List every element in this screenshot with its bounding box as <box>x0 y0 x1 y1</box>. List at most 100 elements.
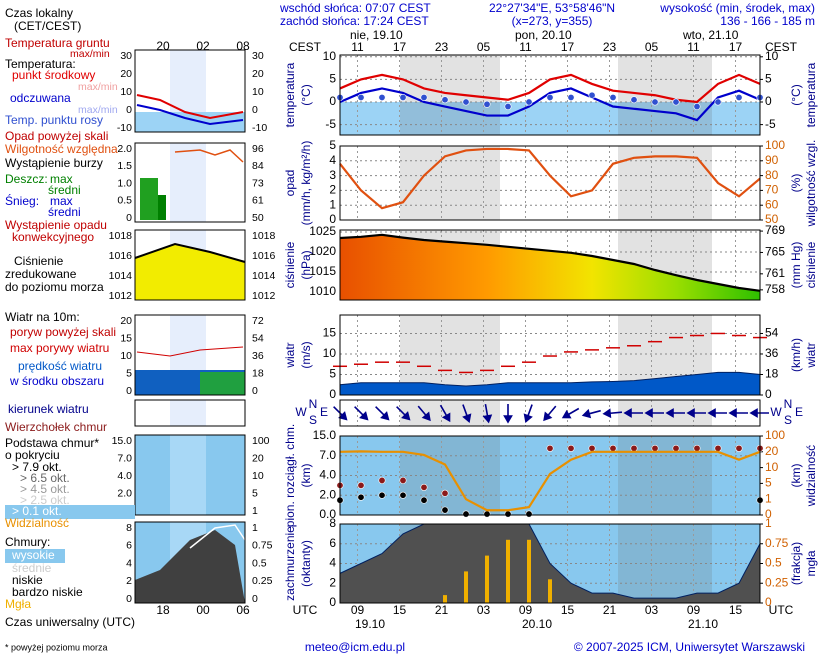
legend-text: zredukowane <box>5 267 77 281</box>
wind-arrow <box>482 403 493 424</box>
panel-frame <box>339 523 761 604</box>
email[interactable]: meteo@icm.edu.pl <box>305 640 405 654</box>
mini-tick-label: -10 <box>117 122 132 134</box>
mini-tick-label: 1016 <box>252 250 276 262</box>
mini-rain <box>158 195 166 220</box>
mini-tick-label: 15.0 <box>112 435 133 447</box>
legend-text: Opad powyżej skali <box>5 129 108 143</box>
compass: E <box>795 405 803 419</box>
series-dot <box>651 98 659 106</box>
mini-tick-label: 0 <box>252 385 258 397</box>
legend-text: Czas uniwersalny (UTC) <box>5 615 135 629</box>
y2-tick-label: 20 <box>765 444 779 458</box>
y2-tick-label: 60 <box>765 197 779 211</box>
x-tick-label-local: 05 <box>477 40 491 54</box>
mini-rain <box>140 178 158 220</box>
wind-arrow <box>439 404 451 423</box>
compass: W <box>770 405 782 419</box>
local-label: CEST <box>289 40 322 54</box>
x-tick-label-local: 11 <box>351 40 364 54</box>
mini-cloud-high <box>189 524 246 549</box>
mini-tick-label: 1.5 <box>117 160 132 172</box>
legend-text: o pokryciu <box>5 448 60 462</box>
compass: N <box>309 397 318 411</box>
series-dot <box>378 491 386 499</box>
y-axis-label: (°C) <box>299 84 313 105</box>
mini-feel-line <box>136 104 244 126</box>
legend-series: odczuwana <box>10 91 71 105</box>
wind-arrow <box>417 405 431 422</box>
y2-tick-label: 765 <box>765 245 785 259</box>
y2-tick-label: 0.5 <box>765 556 782 570</box>
y-axis-label: (km) <box>299 464 313 488</box>
y2-tick-label: 10 <box>765 49 779 63</box>
wind-arrow <box>623 408 643 418</box>
y2-tick-label: 0 <box>765 595 772 609</box>
series-dot <box>609 444 617 452</box>
series-dot <box>525 510 533 518</box>
mini-tick-label: 8 <box>126 522 132 534</box>
legend-text: > 0.1 okt. <box>12 504 62 518</box>
x-tick-label-local: 11 <box>519 40 532 54</box>
y-tick-label: 10 <box>323 346 337 360</box>
series-dot <box>609 93 617 101</box>
x-tick-label-utc: 09 <box>351 603 365 617</box>
mini-tick-label: 7.0 <box>117 452 132 464</box>
y2-tick-label: 758 <box>765 282 785 296</box>
series-dot <box>357 481 365 489</box>
y-tick-label: 2.0 <box>319 487 336 501</box>
y2-tick-label: 36 <box>765 346 779 360</box>
legend-text: max/min <box>78 104 118 116</box>
y2-axis-label: (frakcja) <box>789 542 803 585</box>
mini-tick-label: 10 <box>120 350 132 362</box>
legend-series: > 7.9 okt. <box>12 460 62 474</box>
series-area <box>339 523 761 604</box>
wind-arrow <box>728 408 748 418</box>
y2-tick-label: 0 <box>765 387 772 401</box>
local-label: CEST <box>765 40 798 54</box>
series-line <box>339 147 761 210</box>
y-tick-label: 0 <box>329 595 336 609</box>
mini-tick-label: 1012 <box>109 290 133 302</box>
x-tick-label-utc: 15 <box>729 603 743 617</box>
x-tick-label-local: 17 <box>393 40 407 54</box>
wind-arrow <box>561 407 580 419</box>
series-dot <box>441 506 449 514</box>
y-tick-label: 15.0 <box>313 428 337 442</box>
x-tick-label-local: 17 <box>729 40 743 54</box>
series-dot <box>483 510 491 518</box>
legend-text: > 2.5 okt. <box>20 493 70 507</box>
legend-series: punkt środkowy <box>12 68 95 82</box>
y-axis-label: (mm/h, kg/m²/h) <box>299 141 313 226</box>
mini-tick-label: 1016 <box>109 250 133 262</box>
y2-axis-label: widzialność <box>804 445 818 507</box>
panel-frame <box>339 54 761 136</box>
mini-tick-label: 15 <box>120 332 132 344</box>
compass: E <box>320 405 328 419</box>
y2-tick-label: 100 <box>765 138 785 152</box>
panel-frame <box>339 314 761 396</box>
mini-tick-label: 0 <box>252 593 258 605</box>
legend-text: bardzo niskie <box>12 585 83 599</box>
x-tick-label-utc: 15 <box>561 603 575 617</box>
legend-text: średni <box>48 205 81 219</box>
legend-text: średnie <box>12 561 52 575</box>
mini-tick-label: 2.0 <box>117 487 132 499</box>
series-dot <box>399 476 407 484</box>
panel-frame <box>339 145 761 221</box>
mini-cloud <box>135 530 245 603</box>
series-dot <box>378 476 386 484</box>
legend-text: Deszcz: <box>5 172 48 186</box>
wind-arrow <box>665 408 685 418</box>
series-bar <box>464 571 468 603</box>
mini-night <box>170 400 206 426</box>
y2-tick-label: 769 <box>765 223 785 237</box>
series-dot <box>714 98 722 106</box>
y-tick-label: 5 <box>329 367 336 381</box>
y2-tick-label: 1 <box>765 491 772 505</box>
mini-frame <box>134 142 246 223</box>
mini-tick-label: 0.25 <box>252 575 273 587</box>
y-tick-label: 0 <box>329 94 336 108</box>
day-label: pon, 20.10 <box>515 28 572 42</box>
legend-series: Wierzchołek chmur <box>5 420 107 434</box>
